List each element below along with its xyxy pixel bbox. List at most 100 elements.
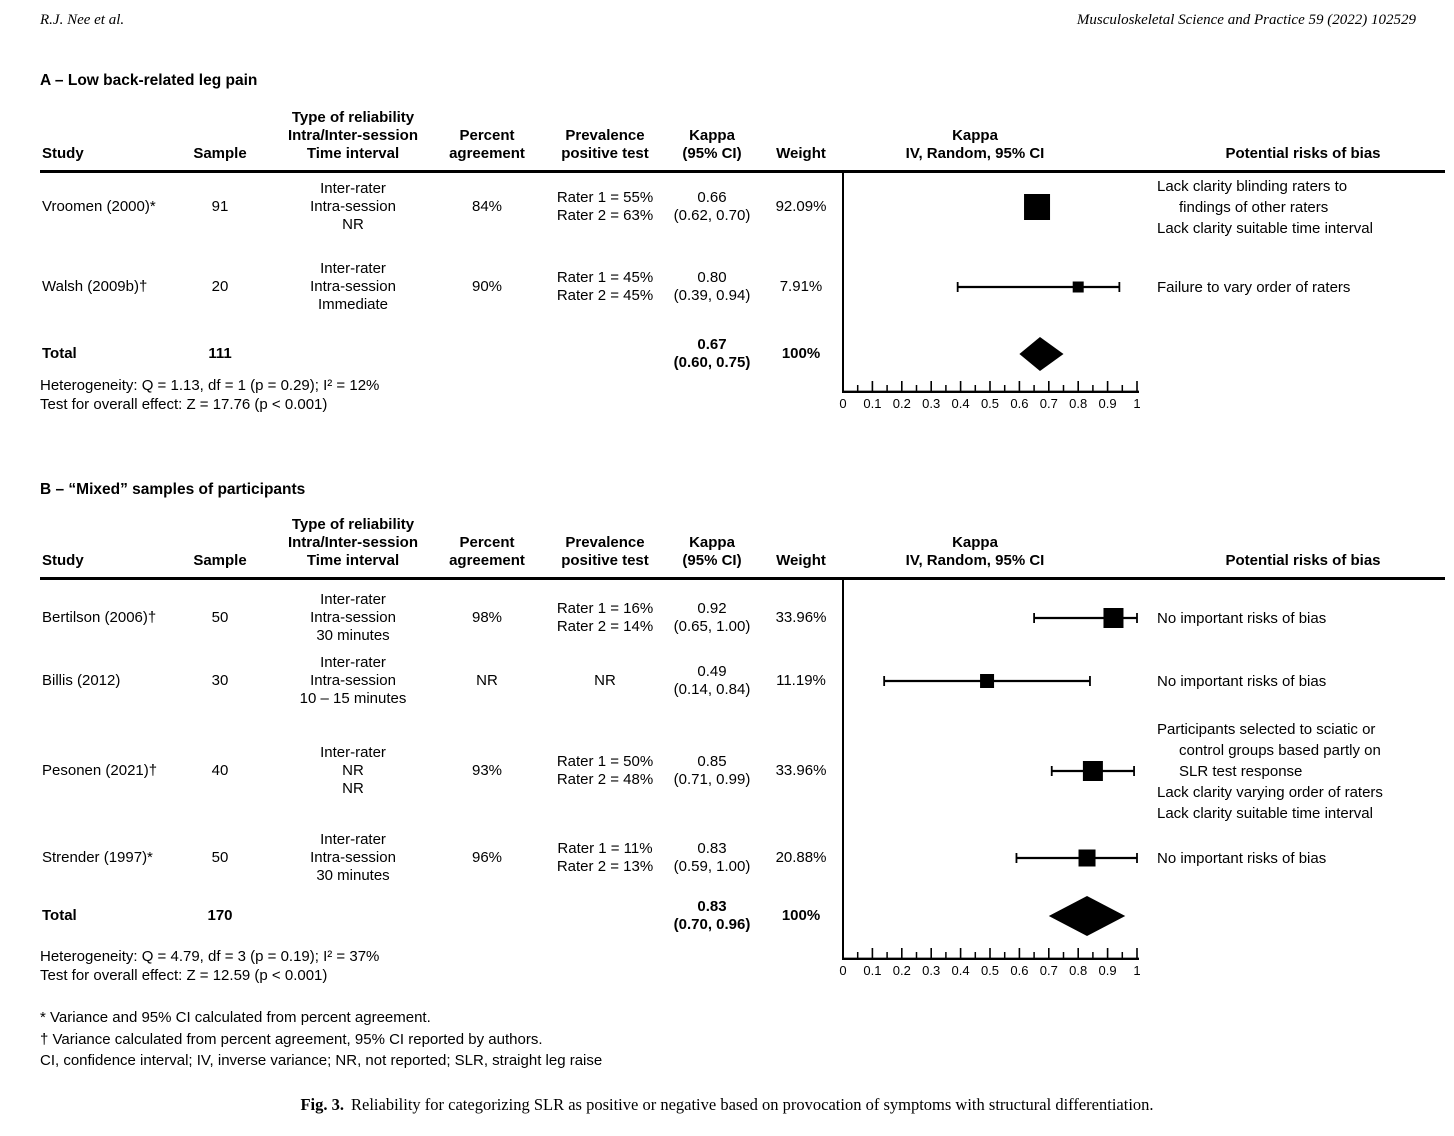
axis-tick-label: 0.7	[1040, 396, 1058, 411]
reliability-cell: Inter-rater Intra-session Immediate	[310, 260, 396, 313]
bias-item: No important risks of bias	[1157, 849, 1327, 867]
column-header-weight: Weight	[776, 145, 826, 162]
heterogeneity-text: Heterogeneity: Q = 1.13, df = 1 (p = 0.2…	[40, 377, 380, 394]
percent-agreement-value: 98%	[471, 609, 503, 626]
weight-value: 33.96%	[775, 762, 827, 779]
column-header-study: Study	[42, 552, 84, 569]
total-kappa-ci: 0.83 (0.70, 0.96)	[673, 898, 751, 933]
total-diamond	[1019, 337, 1064, 371]
percent-agreement-value: 84%	[471, 198, 503, 215]
panel-B-column-headers: Study Sample Type of reliability Intra/Inte…	[0, 499, 1454, 577]
prevalence-cell: Rater 1 = 16% Rater 2 = 14%	[556, 600, 654, 635]
study-row: Vroomen (2000)* 91 Inter-rater Intra-sessio…	[0, 152, 1454, 262]
overall-effect-text: Test for overall effect: Z = 12.59 (p < …	[40, 967, 328, 984]
total-weight: 100%	[781, 907, 821, 924]
axis-tick-label: 0.6	[1010, 396, 1028, 411]
panel-A-title: A – Low back-related leg pain	[40, 72, 258, 89]
bias-cell: Lack clarity blinding raters to findings …	[1157, 152, 1449, 262]
panel-B-title: B – “Mixed” samples of participants	[40, 481, 306, 498]
panel-A-header-rule	[40, 170, 1445, 173]
axis-tick-label: 0.5	[981, 396, 999, 411]
axis-tick-label: 0.2	[893, 963, 911, 978]
weight-value: 11.19%	[776, 672, 826, 689]
axis-tick-label: 0.5	[981, 963, 999, 978]
axis-tick-label: 1	[1133, 396, 1140, 411]
study-row: Walsh (2009b)† 20 Inter-rater Intra-session…	[0, 232, 1454, 342]
panel-A-column-headers: Study Sample Type of reliability Intra/Inte…	[0, 92, 1454, 170]
axis-tick-label: 0	[839, 963, 846, 978]
axis-tick-label: 0.3	[922, 963, 940, 978]
weight-value: 33.96%	[775, 609, 827, 626]
bias-item: Lack clarity suitable time interval	[1157, 804, 1373, 822]
study-name: Pesonen (2021)†	[42, 762, 158, 779]
total-label: Total	[42, 907, 77, 924]
footnotes: * Variance and 95% CI calculated from pe…	[40, 1007, 602, 1072]
column-header-sample: Sample	[193, 145, 247, 162]
axis-tick-label: 0	[839, 396, 846, 411]
sample-value: 50	[211, 609, 229, 626]
study-name: Billis (2012)	[42, 672, 121, 689]
caption-text: Reliability for categorizing SLR as posi…	[351, 1095, 1154, 1114]
percent-agreement-value: 93%	[471, 762, 503, 779]
bias-cell: Participants selected to sciatic or contr…	[1157, 716, 1449, 826]
axis-tick-label: 0.4	[952, 963, 970, 978]
study-row: Billis (2012) 30 Inter-rater Intra-session 1…	[0, 626, 1454, 736]
prevalence-cell: Rater 1 = 45% Rater 2 = 45%	[556, 269, 654, 304]
kappa-ci-value: 0.83 (0.59, 1.00)	[673, 840, 751, 875]
sample-value: 20	[211, 278, 229, 295]
bias-item: No important risks of bias	[1157, 609, 1327, 627]
footnote-asterisk: * Variance and 95% CI calculated from pe…	[40, 1009, 431, 1026]
column-header-forest-plot: Kappa IV, Random, 95% CI	[905, 127, 1045, 162]
overall-effect-text: Test for overall effect: Z = 17.76 (p < …	[40, 396, 328, 413]
sample-value: 30	[211, 672, 229, 689]
prevalence-cell: Rater 1 = 55% Rater 2 = 63%	[556, 189, 654, 224]
prevalence-cell: NR	[594, 672, 616, 689]
column-header-reliability: Type of reliability Intra/Inter-session Ti…	[287, 109, 419, 162]
reliability-cell: Inter-rater Intra-session 30 minutes	[310, 831, 396, 884]
kappa-point-square	[1082, 761, 1103, 781]
bias-item: Lack clarity varying order of raters	[1157, 783, 1383, 801]
study-row: Pesonen (2021)† 40 Inter-rater NR NR 93% Rater…	[0, 716, 1454, 826]
reliability-cell: Inter-rater Intra-session NR	[310, 180, 396, 233]
total-label: Total	[42, 345, 77, 362]
bias-item: No important risks of bias	[1157, 672, 1327, 690]
axis-tick-label: 0.2	[893, 396, 911, 411]
total-weight: 100%	[781, 345, 821, 362]
figure-caption: Fig. 3. Reliability for categorizing SLR …	[0, 1095, 1454, 1115]
total-sample: 111	[208, 345, 232, 362]
column-header-sample: Sample	[193, 552, 247, 569]
kappa-ci-value: 0.85 (0.71, 0.99)	[673, 753, 751, 788]
axis-tick-label: 0.7	[1040, 963, 1058, 978]
prevalence-cell: Rater 1 = 11% Rater 2 = 13%	[556, 840, 654, 875]
bias-item: Lack clarity suitable time interval	[1157, 219, 1373, 237]
study-name: Walsh (2009b)†	[42, 278, 148, 295]
caption-label: Fig. 3.	[300, 1095, 345, 1114]
weight-value: 7.91%	[779, 278, 823, 295]
reliability-cell: Inter-rater Intra-session 10 – 15 minutes	[299, 654, 407, 707]
bias-cell: No important risks of bias	[1157, 563, 1449, 673]
total-diamond	[1048, 896, 1126, 936]
column-header-risk-of-bias: Potential risks of bias	[1225, 145, 1381, 162]
percent-agreement-value: 96%	[471, 849, 503, 866]
panel-A-forest-plot: 0 0.1 0.2 0.3 0.4 0.5 0.6 0.7 0.8 0.9 1	[839, 171, 1141, 411]
column-header-weight: Weight	[776, 552, 826, 569]
panel-B-header-rule	[40, 577, 1445, 580]
axis-tick-label: 0.3	[922, 396, 940, 411]
kappa-ci-value: 0.80 (0.39, 0.94)	[673, 269, 751, 304]
column-header-percent-agreement: Percent agreement	[449, 127, 525, 162]
journal-citation: Musculoskeletal Science and Practice 59 …	[1076, 12, 1416, 28]
panel-B-forest-plot: 0 0.1 0.2 0.3 0.4 0.5 0.6 0.7 0.8 0.9 1	[839, 578, 1141, 978]
kappa-ci-value: 0.92 (0.65, 1.00)	[673, 600, 751, 635]
column-header-prevalence: Prevalence positive test	[561, 127, 649, 162]
kappa-point-square	[1078, 849, 1096, 867]
axis-tick-label: 0.1	[863, 963, 881, 978]
study-row: Strender (1997)* 50 Inter-rater Intra-sessi…	[0, 803, 1454, 913]
total-sample: 170	[207, 907, 233, 924]
column-header-reliability: Type of reliability Intra/Inter-session Ti…	[287, 516, 419, 569]
axis-tick-label: 0.8	[1069, 963, 1087, 978]
weight-value: 20.88%	[775, 849, 827, 866]
axis-tick-label: 0.1	[863, 396, 881, 411]
sample-value: 91	[211, 198, 229, 215]
